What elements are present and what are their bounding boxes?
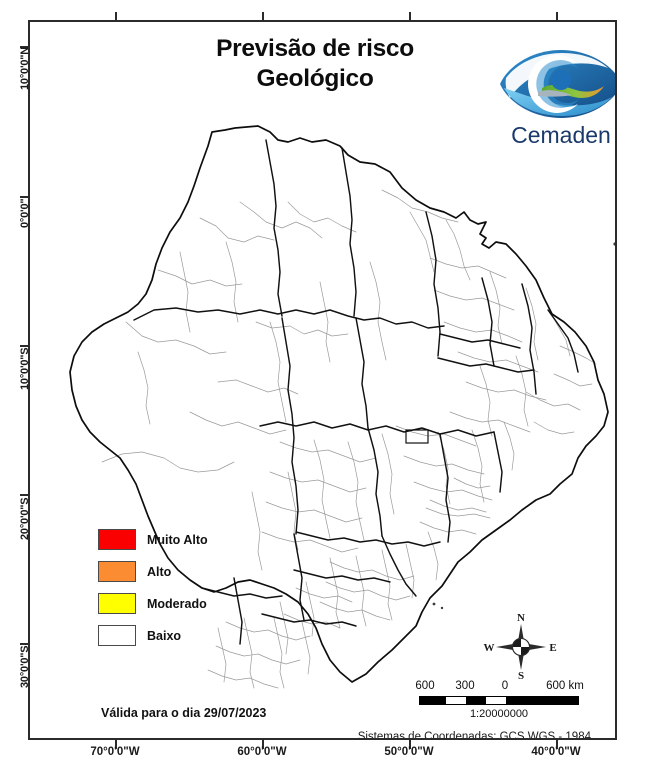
x-tick-1 [262,740,264,749]
credits-line-1: Sistemas de Coordenadas: GCS WGS - 1984 [357,731,591,740]
legend-label-moderado: Moderado [147,596,207,611]
title-line-2: Geológico [256,64,374,92]
distrito-federal-marker [405,429,429,444]
brazil-outline [69,125,609,683]
y-axis-label-1: 0°0'0" [19,198,31,228]
compass-label-east: E [549,642,556,654]
scale-label-1: 300 [455,680,475,692]
compass-label-north: N [517,612,525,624]
y-axis-label-0: 10°0'0"N [19,46,31,90]
compass-label-west: W [484,642,495,654]
y-tick-0 [20,46,29,48]
scale-bar-labels: 600 300 0 600 km [415,680,583,695]
legend-label-muito-alto: Muito Alto [147,532,208,547]
cemaden-logo: Cemaden [486,44,615,152]
x-tick-3 [556,740,558,749]
offshore-island-dot [440,606,444,610]
legend-item-moderado: Moderado [98,589,208,618]
municipality-boundaries-south [207,617,311,689]
y-axis-label-3: 20°0'0"S [19,497,31,540]
cemaden-eye-icon [500,50,615,118]
compass-rose: N E S W [482,610,560,682]
y-tick-3 [20,494,29,496]
y-axis-label-2: 10°0'0"S [19,347,31,390]
y-tick-1 [20,196,29,198]
legend-item-alto: Alto [98,557,208,586]
legend-swatch-moderado [98,593,136,614]
scale-label-3: 600 km [546,680,584,692]
state-boundaries [133,139,579,645]
validity-note: Válida para o dia 29/07/2023 [101,706,267,720]
cemaden-wordmark: Cemaden [511,122,611,148]
legend-label-alto: Alto [147,564,172,579]
offshore-island-dot [432,602,436,606]
x-tick-top-2 [409,12,411,21]
scale-label-2: 0 [501,680,509,692]
y-tick-2 [20,345,29,347]
municipality-boundaries-southeast [279,477,491,655]
x-axis-label-1: 60°0'0"W [237,746,287,758]
legend-label-baixo: Baixo [147,628,182,643]
x-tick-0 [115,740,117,749]
municipality-boundaries-central [251,345,597,571]
x-tick-2 [409,740,411,749]
coordinate-system-credits: Sistemas de Coordenadas: GCS WGS - 1984 … [357,730,591,740]
legend-swatch-muito-alto [98,529,136,550]
brazil-map-artwork [69,125,615,689]
x-tick-top-3 [556,12,558,21]
legend-item-baixo: Baixo [98,621,208,650]
y-axis-label-4: 30°0'0"S [19,645,31,688]
x-axis-label-3: 40°0'0"W [531,746,581,758]
y-tick-4 [20,643,29,645]
scale-bar: 600 300 0 600 km 1:20000000 [415,680,583,720]
title-line-1: Previsão de risco [216,35,414,62]
map-frame: Previsão de risco Geológico [28,20,617,740]
scale-bar-graphic [419,696,579,705]
x-axis-label-2: 50°0'0"W [384,746,434,758]
legend-item-muito-alto: Muito Alto [98,525,208,554]
compass-label-south: S [518,670,524,682]
x-axis-label-0: 70°0'0"W [90,746,140,758]
x-tick-top-1 [262,12,264,21]
scale-ratio: 1:20000000 [469,708,529,720]
municipality-boundaries-north [101,189,571,473]
page-title: Previsão de risco Geológico [150,34,480,94]
legend-swatch-baixo [98,625,136,646]
legend-swatch-alto [98,561,136,582]
scale-label-0: 600 [415,680,435,692]
risk-legend: Muito Alto Alto Moderado Baixo [98,525,208,653]
offshore-island-dot [613,242,615,246]
x-tick-top-0 [115,12,117,21]
